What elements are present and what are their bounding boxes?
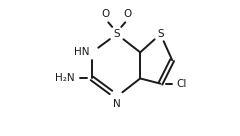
Text: O: O — [102, 9, 110, 19]
Text: N: N — [113, 99, 121, 109]
Text: Cl: Cl — [176, 79, 186, 89]
Text: O: O — [124, 9, 132, 19]
Text: S: S — [114, 29, 120, 39]
Text: H₂N: H₂N — [55, 73, 75, 83]
Text: S: S — [157, 29, 164, 39]
Text: HN: HN — [74, 47, 90, 57]
